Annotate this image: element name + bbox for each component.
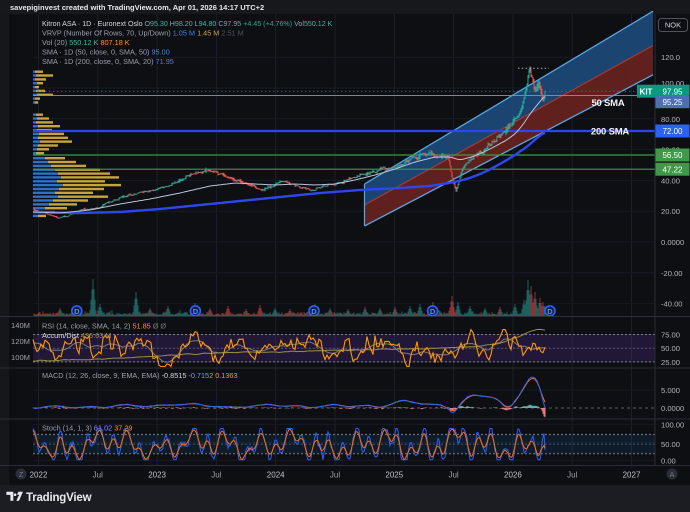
svg-text:120M: 120M: [11, 337, 30, 346]
svg-text:D: D: [547, 307, 553, 316]
svg-text:D: D: [193, 307, 199, 316]
svg-text:40.00: 40.00: [661, 176, 680, 185]
svg-text:RSI (14, close, SMA, 14, 2) 51: RSI (14, close, SMA, 14, 2) 51.85 Ø Ø: [42, 322, 166, 331]
svg-text:100M: 100M: [11, 353, 30, 362]
svg-text:0.00: 0.00: [661, 456, 676, 465]
svg-text:KIT: KIT: [640, 87, 653, 96]
svg-text:TradingView: TradingView: [26, 492, 92, 504]
svg-text:25.00: 25.00: [661, 358, 680, 367]
svg-text:MACD (12, 26, close, 9, EMA, E: MACD (12, 26, close, 9, EMA, EMA) -0.851…: [42, 371, 238, 380]
svg-text:72.00: 72.00: [662, 127, 683, 136]
svg-text:50 SMA: 50 SMA: [591, 98, 624, 109]
svg-text:200 SMA: 200 SMA: [591, 127, 630, 138]
svg-text:Jul: Jul: [93, 471, 103, 480]
svg-text:2025: 2025: [385, 471, 403, 480]
svg-text:80.00: 80.00: [661, 115, 680, 124]
svg-text:Z: Z: [19, 472, 24, 479]
svg-text:95.25: 95.25: [662, 98, 683, 107]
svg-text:47.22: 47.22: [662, 165, 683, 174]
svg-text:2027: 2027: [623, 471, 641, 480]
svg-text:SMA · 1D (50, close, 0, SMA, 5: SMA · 1D (50, close, 0, SMA, 50) 95.00: [42, 48, 170, 57]
svg-text:50.00: 50.00: [661, 344, 680, 353]
svg-text:Kitron ASA · 1D · Euronext Osl: Kitron ASA · 1D · Euronext Oslo O95.30 H…: [42, 20, 333, 28]
svg-text:2022: 2022: [30, 471, 48, 480]
svg-text:0.0000: 0.0000: [661, 404, 684, 413]
svg-text:100.00: 100.00: [661, 420, 684, 429]
svg-text:75.00: 75.00: [661, 331, 680, 340]
svg-text:Accum/Dist 436.63 M: Accum/Dist 436.63 M: [42, 331, 111, 340]
svg-text:Jul: Jul: [567, 471, 577, 480]
svg-text:savepiginvest created with Tra: savepiginvest created with TradingView.c…: [10, 3, 264, 12]
svg-text:50.00: 50.00: [661, 440, 680, 449]
svg-text:56.50: 56.50: [662, 151, 683, 160]
svg-text:NOK: NOK: [665, 21, 681, 30]
svg-text:Stoch (14, 1, 3) 61.02 37.29: Stoch (14, 1, 3) 61.02 37.29: [42, 424, 132, 433]
svg-text:2026: 2026: [504, 471, 522, 480]
svg-text:20.00: 20.00: [661, 207, 680, 216]
svg-text:100.00: 100.00: [661, 79, 684, 88]
svg-text:Jul: Jul: [330, 471, 340, 480]
svg-text:Jul: Jul: [448, 471, 458, 480]
svg-text:5.000: 5.000: [661, 386, 680, 395]
svg-text:D: D: [430, 307, 436, 316]
svg-text:120.0: 120.0: [661, 53, 680, 62]
svg-text:140M: 140M: [11, 321, 30, 330]
svg-text:Jul: Jul: [211, 471, 221, 480]
svg-text:97.95: 97.95: [662, 87, 683, 96]
svg-text:VRVP (Number Of Rows, 70, Up/D: VRVP (Number Of Rows, 70, Up/Down) 1.05 …: [42, 29, 244, 38]
svg-text:2024: 2024: [267, 471, 285, 480]
svg-text:-40.00: -40.00: [661, 300, 683, 309]
svg-text:-20.00: -20.00: [661, 269, 683, 278]
svg-text:2023: 2023: [148, 471, 166, 480]
svg-text:D: D: [74, 307, 80, 316]
svg-text:Vol (20) 550.12 K 807.18 K: Vol (20) 550.12 K 807.18 K: [42, 38, 130, 47]
svg-text:D: D: [311, 307, 317, 316]
svg-text:A: A: [670, 472, 675, 479]
svg-text:SMA · 1D (200, close, 0, SMA,: SMA · 1D (200, close, 0, SMA, 20) 71.95: [42, 57, 174, 66]
svg-text:0.0000: 0.0000: [661, 238, 684, 247]
